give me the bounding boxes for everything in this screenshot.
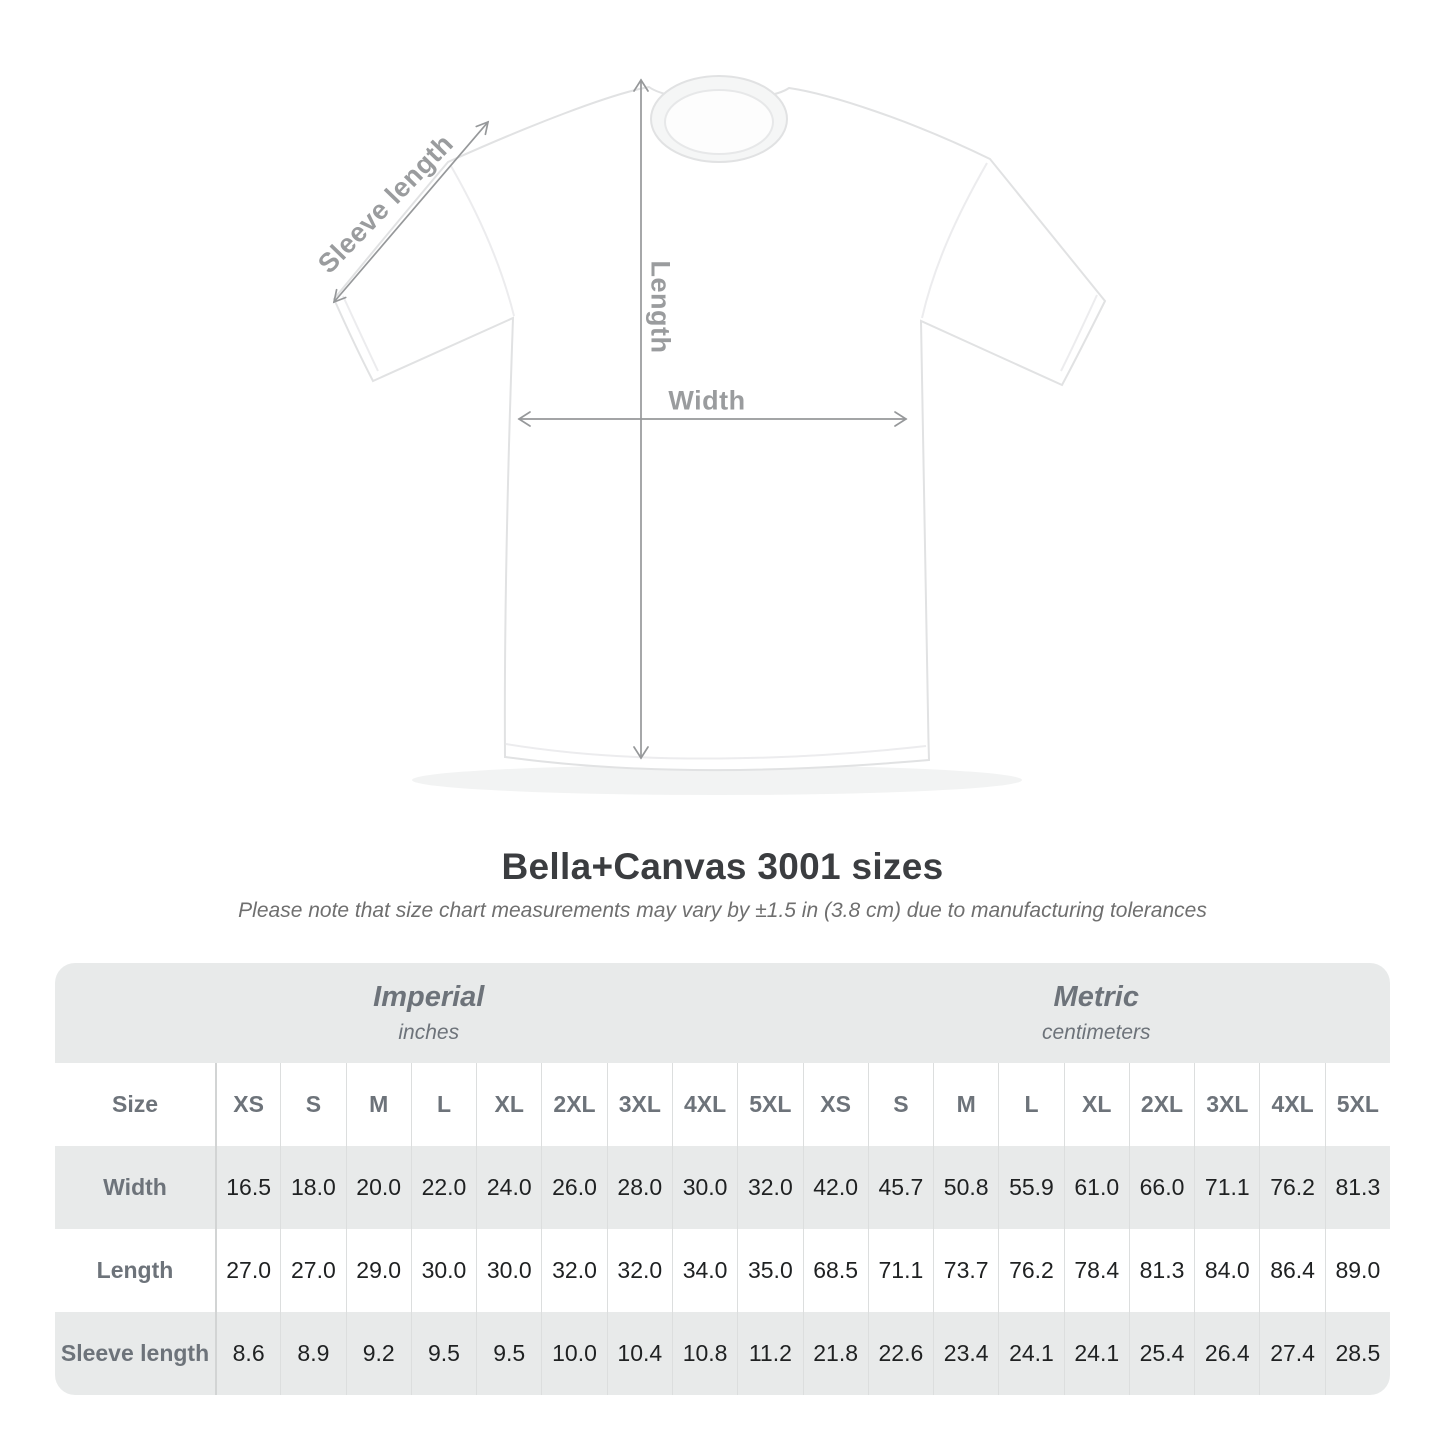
cell-sleeve-length-metric: 21.8 xyxy=(802,1312,868,1395)
cell-length-imperial: 27.0 xyxy=(215,1229,280,1312)
imperial-label: Imperial xyxy=(373,981,485,1013)
sleeve-length-arrow xyxy=(332,120,490,304)
cell-sleeve-length-metric: 24.1 xyxy=(998,1312,1064,1395)
cell-width-imperial: 20.0 xyxy=(345,1146,411,1229)
cell-length-metric: 84.0 xyxy=(1194,1229,1259,1312)
cell-width-imperial: 16.5 xyxy=(215,1146,281,1229)
cell-length-metric: 76.2 xyxy=(998,1229,1063,1312)
cell-length-imperial: 27.0 xyxy=(280,1229,345,1312)
cell-length-imperial: 29.0 xyxy=(345,1229,411,1312)
cell-width-metric: 66.0 xyxy=(1128,1146,1195,1229)
cell-width-metric: 45.7 xyxy=(867,1146,934,1229)
cell-sleeve-length-imperial: 10.4 xyxy=(606,1312,672,1395)
cell-width-metric: 55.9 xyxy=(998,1146,1064,1229)
cell-sleeve-length-metric: 27.4 xyxy=(1259,1312,1325,1395)
metric-unit-label: centimeters xyxy=(1041,1021,1151,1044)
cell-length-imperial: 34.0 xyxy=(671,1229,737,1312)
cell-width-metric: 81.3 xyxy=(1324,1146,1390,1229)
cell-width-metric: 71.1 xyxy=(1194,1146,1260,1229)
cell-length-imperial: 35.0 xyxy=(737,1229,802,1312)
cell-length-metric: 73.7 xyxy=(933,1229,998,1312)
cell-width-metric: 61.0 xyxy=(1063,1146,1129,1229)
tshirt-photo xyxy=(332,75,1107,795)
cell-length-metric: 81.3 xyxy=(1128,1229,1194,1312)
cell-width-imperial: 28.0 xyxy=(606,1146,672,1229)
width-arrow xyxy=(517,411,908,427)
cell-sleeve-length-metric: 23.4 xyxy=(933,1312,999,1395)
cell-length-imperial: 30.0 xyxy=(410,1229,476,1312)
row-label-width: Width xyxy=(55,1146,215,1229)
size-column-header-metric-3xl: 3XL xyxy=(1194,1063,1259,1146)
cell-sleeve-length-metric: 24.1 xyxy=(1063,1312,1129,1395)
cell-length-imperial: 30.0 xyxy=(476,1229,541,1312)
cell-length-imperial: 32.0 xyxy=(541,1229,606,1312)
size-column-header-metric-xs: XS xyxy=(802,1063,868,1146)
cell-sleeve-length-imperial: 8.9 xyxy=(280,1312,346,1395)
size-column-header-metric-4xl: 4XL xyxy=(1259,1063,1324,1146)
size-column-header-metric-l: L xyxy=(998,1063,1063,1146)
cell-length-imperial: 32.0 xyxy=(606,1229,672,1312)
cell-width-metric: 42.0 xyxy=(802,1146,868,1229)
cell-length-metric: 68.5 xyxy=(802,1229,868,1312)
size-column-header-metric-s: S xyxy=(867,1063,933,1146)
cell-sleeve-length-imperial: 9.5 xyxy=(476,1312,542,1395)
size-column-header-imperial-xl: XL xyxy=(476,1063,541,1146)
cell-sleeve-length-imperial: 9.2 xyxy=(345,1312,411,1395)
cell-sleeve-length-metric: 22.6 xyxy=(867,1312,934,1395)
cell-sleeve-length-metric: 26.4 xyxy=(1194,1312,1260,1395)
cell-length-metric: 78.4 xyxy=(1063,1229,1129,1312)
cell-width-imperial: 32.0 xyxy=(737,1146,803,1229)
size-column-header-imperial-3xl: 3XL xyxy=(606,1063,672,1146)
size-table: Imperial inches Metric centimeters Size X… xyxy=(55,963,1390,1395)
cell-width-imperial: 24.0 xyxy=(476,1146,542,1229)
size-column-header-metric-5xl: 5XL xyxy=(1324,1063,1390,1146)
size-column-header-imperial-4xl: 4XL xyxy=(671,1063,737,1146)
cell-sleeve-length-imperial: 10.0 xyxy=(541,1312,607,1395)
shirt-seams xyxy=(342,162,1098,760)
page-title: Bella+Canvas 3001 sizes xyxy=(501,846,944,887)
cell-width-metric: 76.2 xyxy=(1259,1146,1325,1229)
row-label-sleeve-length: Sleeve length xyxy=(55,1312,215,1395)
cell-sleeve-length-imperial: 9.5 xyxy=(410,1312,477,1395)
size-column-header-imperial-l: L xyxy=(410,1063,476,1146)
cell-width-metric: 50.8 xyxy=(933,1146,999,1229)
collar xyxy=(650,75,788,163)
table-corner-size-label: Size xyxy=(111,1091,159,1117)
tshirt-measurement-diagram: Sleeve length Length Width xyxy=(312,75,1107,795)
tolerance-note: Please note that size chart measurements… xyxy=(238,899,1207,922)
cell-length-metric: 71.1 xyxy=(867,1229,933,1312)
size-column-header-imperial-s: S xyxy=(280,1063,345,1146)
size-column-header-imperial-2xl: 2XL xyxy=(541,1063,606,1146)
cell-sleeve-length-metric: 28.5 xyxy=(1324,1312,1390,1395)
shirt-shadow xyxy=(412,765,1022,795)
imperial-unit-label: inches xyxy=(398,1021,460,1044)
metric-section-header: Metric centimeters xyxy=(802,963,1390,1063)
cell-sleeve-length-imperial: 10.8 xyxy=(671,1312,738,1395)
width-label: Width xyxy=(668,385,746,416)
cell-width-imperial: 26.0 xyxy=(541,1146,607,1229)
cell-width-imperial: 18.0 xyxy=(280,1146,346,1229)
size-column-header-imperial-xs: XS xyxy=(215,1063,280,1146)
cell-width-imperial: 22.0 xyxy=(410,1146,477,1229)
row-label-length: Length xyxy=(96,1257,174,1283)
size-column-header-imperial-5xl: 5XL xyxy=(737,1063,802,1146)
size-column-header-metric-m: M xyxy=(933,1063,998,1146)
cell-sleeve-length-imperial: 8.6 xyxy=(215,1312,281,1395)
cell-sleeve-length-imperial: 11.2 xyxy=(737,1312,803,1395)
cell-length-metric: 86.4 xyxy=(1259,1229,1324,1312)
tshirt-body xyxy=(332,85,1107,772)
cell-sleeve-length-metric: 25.4 xyxy=(1128,1312,1195,1395)
cell-width-imperial: 30.0 xyxy=(671,1146,738,1229)
metric-label: Metric xyxy=(1053,981,1139,1013)
length-label: Length xyxy=(645,260,676,354)
size-column-header-metric-2xl: 2XL xyxy=(1128,1063,1194,1146)
cell-length-metric: 89.0 xyxy=(1324,1229,1390,1312)
imperial-section-header: Imperial inches xyxy=(55,963,803,1063)
size-column-header-metric-xl: XL xyxy=(1063,1063,1129,1146)
size-column-header-imperial-m: M xyxy=(345,1063,411,1146)
